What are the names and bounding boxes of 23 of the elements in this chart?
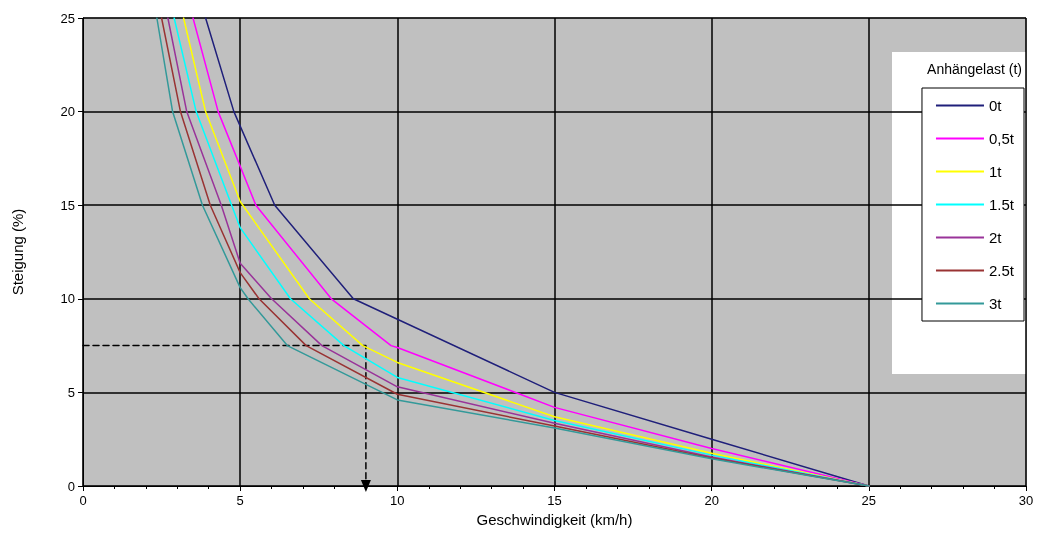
y-tick-label: 15 (60, 197, 75, 213)
x-axis-title: Geschwindigkeit (km/h) (476, 510, 633, 528)
y-tick-label: 5 (67, 384, 75, 400)
legend-label: 0t (988, 97, 1003, 114)
x-tick-label: 10 (390, 493, 405, 508)
legend-label: 1.5t (988, 196, 1015, 213)
legend-label: 2.5t (988, 262, 1015, 279)
y-tick-label: 0 (67, 478, 75, 494)
legend-label: 2t (988, 229, 1003, 246)
x-tick-label: 20 (704, 493, 719, 508)
legend-title: Anhängelast (t) (927, 61, 1023, 77)
y-axis-title: Steigung (%) (9, 208, 26, 296)
legend-label: 3t (988, 295, 1003, 312)
x-tick-label: 0 (79, 493, 87, 508)
x-tick-label: 5 (236, 493, 244, 508)
x-tick-label: 30 (1018, 493, 1034, 508)
legend-label: 0,5t (988, 130, 1015, 147)
y-tick-label: 20 (60, 104, 75, 120)
legend-label: 1t (988, 163, 1003, 180)
y-tick-label: 25 (60, 10, 75, 26)
x-tick-label: 25 (861, 493, 877, 508)
y-tick-label: 10 (60, 291, 75, 307)
x-tick-label: 15 (547, 493, 562, 508)
